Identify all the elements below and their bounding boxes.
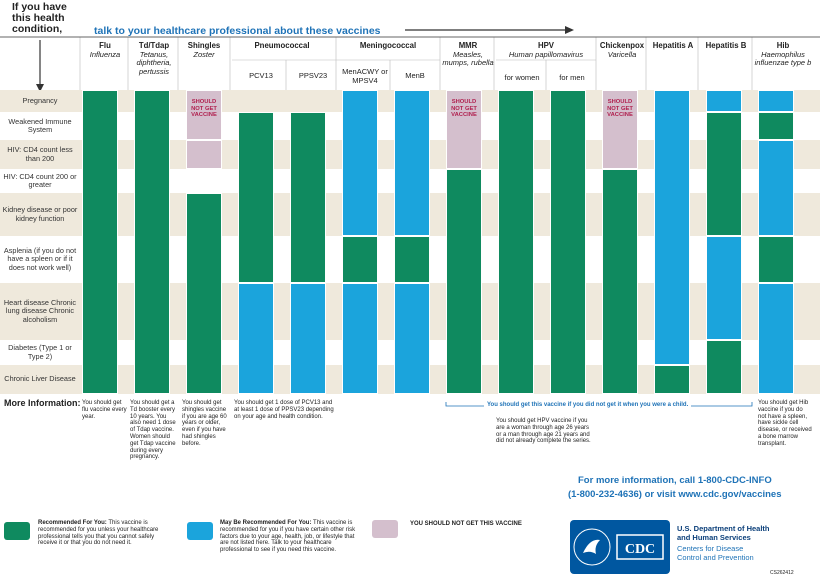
may-be-recommended-bar [758, 140, 794, 236]
info-td: You should get a Td booster every 10 yea… [130, 400, 176, 461]
vaccine-header-3: Pneumococcal [254, 41, 310, 50]
info-hpv: You should get HPV vaccine if you are a … [496, 418, 591, 445]
may-be-recommended-bar [706, 236, 742, 340]
may-be-recommended-bar [758, 90, 794, 112]
recommended-bar [758, 236, 794, 283]
recommended-bar [394, 236, 430, 283]
should-not-text: SHOULD NOT GET VACCINE [451, 99, 477, 118]
should-not-bar: SHOULD NOT GET VACCINE [186, 90, 222, 140]
legend-not-swatch [372, 520, 398, 538]
vaccine-header-4: Meningococcal [359, 41, 417, 50]
vaccine-header-5: MMR Measles, mumps, rubella [442, 41, 494, 67]
condition-label: Kidney disease or poor kidney function [2, 205, 78, 223]
condition-label: Pregnancy [22, 95, 58, 105]
condition-label: Asplenia (if you do not have a spleen or… [3, 246, 77, 272]
may-be-recommended-bar [342, 283, 378, 394]
recommended-bar [706, 112, 742, 236]
may-be-recommended-bar [342, 90, 378, 236]
should-not-bar: SHOULD NOT GET VACCINE [602, 90, 638, 169]
condition-label: HIV: CD4 count less than 200 [7, 145, 73, 163]
hhs-eagle-icon: CDC [573, 528, 664, 566]
recommended-bar [82, 90, 118, 394]
vaccine-header-7: Chickenpox Varicella [599, 41, 645, 59]
vaccine-subheader-0: PCV13 [249, 71, 273, 80]
condition-label: Diabetes (Type 1 or Type 2) [8, 343, 72, 361]
vaccine-header-2: Shingles Zoster [187, 41, 221, 59]
vaccine-header-8: Hepatitis A [652, 41, 694, 50]
should-not-text: SHOULD NOT GET VACCINE [607, 99, 633, 118]
vaccine-subheader-1: PPSV23 [298, 71, 328, 80]
should-not-text: SHOULD NOT GET VACCINE [191, 99, 217, 118]
recommended-bar [342, 236, 378, 283]
recommended-bar [654, 365, 690, 394]
condition-label: Chronic Liver Disease [4, 374, 76, 384]
vaccine-header-6: HPV Human papillomavirus [508, 41, 584, 59]
child-bracket [445, 402, 753, 407]
legend-may-swatch [187, 522, 213, 540]
document-code: CS262412 [770, 570, 794, 576]
may-be-recommended-bar [706, 90, 742, 112]
condition-label: HIV: CD4 count 200 or greater [3, 171, 77, 189]
child-note: You should get this vaccine if you did n… [484, 402, 692, 408]
legend-recommended-swatch [4, 522, 30, 540]
vaccine-header-0: Flu Influenza [89, 41, 121, 59]
should-not-bar [186, 140, 222, 169]
recommended-bar [498, 90, 534, 394]
recommended-bar [134, 90, 170, 394]
recommended-bar [186, 193, 222, 394]
info-hib: You should get Hib vaccine if you do not… [758, 400, 812, 447]
may-be-recommended-bar [290, 283, 326, 394]
recommended-bar [550, 90, 586, 394]
info-pneumococcal: You should get 1 dose of PCV13 and at le… [234, 400, 334, 420]
recommended-bar [238, 112, 274, 283]
cdc-name: Centers for Disease Control and Preventi… [677, 544, 754, 562]
vaccine-header-10: Hib Haemophilus influenzae type b [754, 41, 812, 67]
may-be-recommended-bar [394, 90, 430, 236]
cdc-logo: CDC [570, 520, 670, 574]
vaccine-header-1: Td/Tdap Tetanus, diphtheria, pertussis [136, 41, 172, 76]
page-title: If you have this health condition, [12, 1, 67, 35]
legend-may: May Be Recommended For You: This vaccine… [220, 520, 356, 554]
more-info-label: More Information: [4, 398, 81, 408]
recommended-bar [446, 169, 482, 394]
recommended-bar [602, 169, 638, 394]
condition-label: Heart disease Chronic lung disease Chron… [3, 298, 77, 324]
should-not-bar: SHOULD NOT GET VACCINE [446, 90, 482, 169]
info-flu: You should get flu vaccine every year. [82, 400, 127, 420]
condition-label: Weakened Immune System [8, 116, 72, 134]
vaccine-subheader-3: MenB [405, 71, 425, 80]
call-info: For more information, call 1-800-CDC-INF… [578, 475, 772, 486]
svg-text:CDC: CDC [625, 542, 655, 557]
info-shingles: You should get shingles vaccine if you a… [182, 400, 227, 447]
recommended-bar [706, 340, 742, 394]
may-be-recommended-bar [758, 283, 794, 394]
recommended-bar [758, 112, 794, 140]
recommended-bar [290, 112, 326, 283]
legend-recommended: Recommended For You: This vaccine is rec… [38, 520, 159, 547]
vaccine-subheader-5: for men [559, 73, 585, 82]
hhs-title: U.S. Department of Health and Human Serv… [677, 524, 770, 542]
header-grid-lines [0, 36, 820, 92]
vaccine-subheader-2: MenACWY or MPSV4 [342, 67, 388, 85]
vaccine-subheader-4: for women [504, 73, 540, 82]
may-be-recommended-bar [654, 90, 690, 365]
may-be-recommended-bar [238, 283, 274, 394]
legend-not: YOU SHOULD NOT GET THIS VACCINE [410, 521, 522, 527]
vaccine-header-9: Hepatitis B [705, 41, 747, 50]
call-info-2: (1-800-232-4636) or visit www.cdc.gov/va… [568, 489, 782, 500]
page-subtitle: talk to your healthcare professional abo… [94, 25, 381, 37]
may-be-recommended-bar [394, 283, 430, 394]
